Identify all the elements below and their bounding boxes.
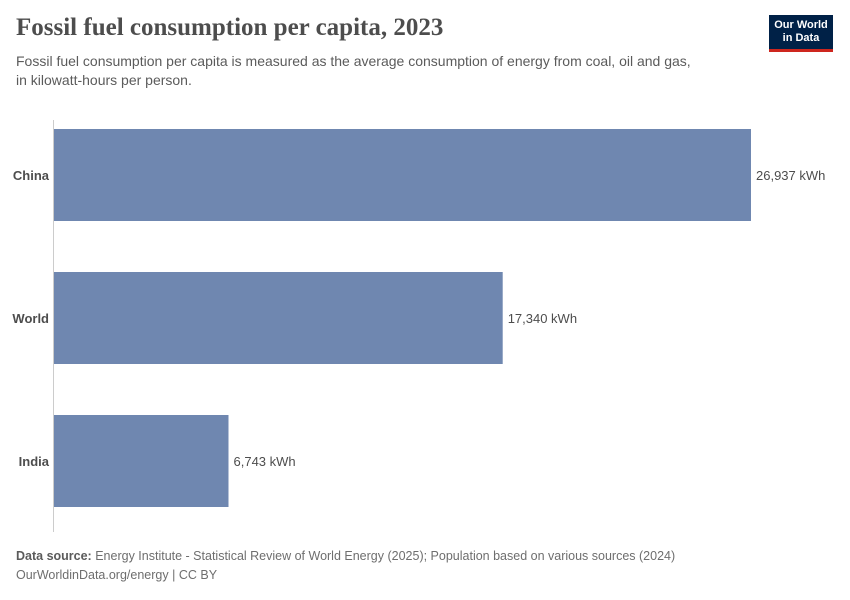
license-link[interactable]: CC BY <box>178 568 218 582</box>
subtitle-line-1: Fossil fuel consumption per capita is me… <box>16 53 691 69</box>
chart-subtitle: Fossil fuel consumption per capita is me… <box>16 52 736 90</box>
source-label: Data source: <box>16 549 92 563</box>
logo-line-1: Our World <box>774 19 828 31</box>
value-label-world: 17,340 kWh <box>508 311 577 326</box>
category-label-world: World <box>12 311 49 326</box>
chart-footer: Data source: Energy Institute - Statisti… <box>16 547 675 585</box>
data-source: Data source: Energy Institute - Statisti… <box>16 547 675 566</box>
value-label-china: 26,937 kWh <box>756 168 825 183</box>
footer-links: OurWorldinData.org/energy | CC BY <box>16 566 675 585</box>
logo-line-2: in Data <box>782 32 820 44</box>
bar-world[interactable] <box>54 272 503 364</box>
bar-india[interactable] <box>54 415 229 507</box>
owid-energy-link[interactable]: OurWorldinData.org/energy <box>16 568 169 582</box>
source-text: Energy Institute - Statistical Review of… <box>95 549 676 563</box>
category-label-india: India <box>19 454 50 469</box>
owid-logo[interactable]: Our World in Data <box>769 15 833 52</box>
category-label-china: China <box>13 168 50 183</box>
footer-separator: | <box>168 568 179 582</box>
value-label-india: 6,743 kWh <box>234 454 296 469</box>
subtitle-line-2: in kilowatt-hours per person. <box>16 72 192 88</box>
bar-china[interactable] <box>54 129 751 221</box>
chart-title: Fossil fuel consumption per capita, 2023 <box>16 14 444 41</box>
